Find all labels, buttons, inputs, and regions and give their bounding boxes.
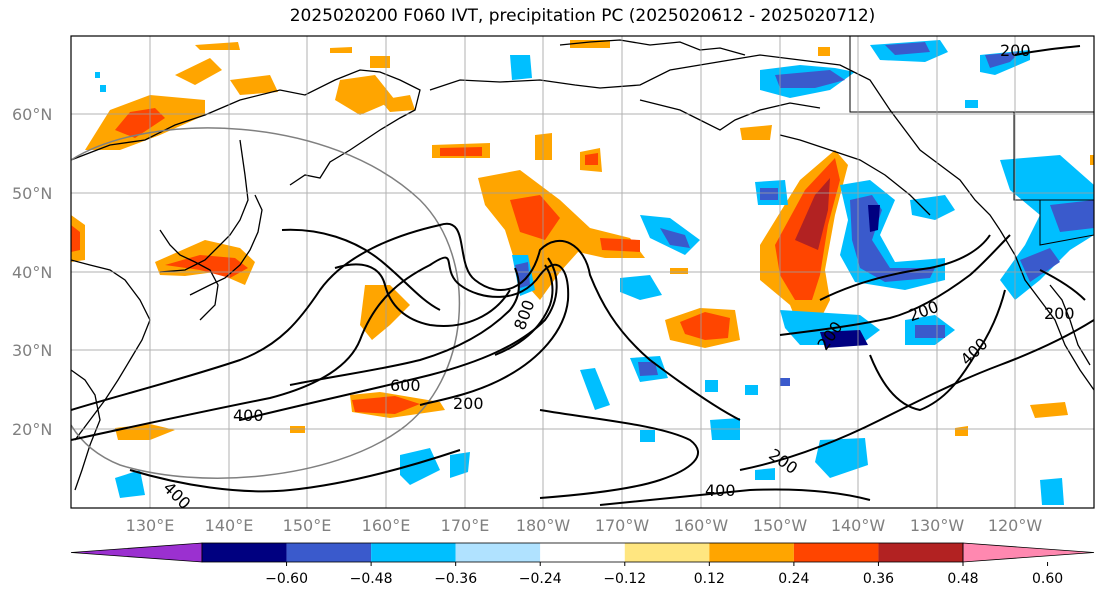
colorbar-bin: [202, 543, 287, 562]
borders: [849, 36, 1094, 246]
colorbar-extend-low: [70, 542, 203, 563]
contour-label: 400: [705, 481, 736, 500]
colorbar-tick-label: 0.48: [947, 571, 978, 587]
colorbar: −0.60 −0.48 −0.36 −0.24 −0.12 0.12 0.24 0.36 0.4…: [70, 542, 1095, 587]
colorbar-tick-label: 0.36: [863, 571, 894, 587]
lat-label: 20°N: [12, 420, 52, 439]
colorbar-tick-label: 0.24: [778, 571, 809, 587]
map-border: [70, 35, 1095, 509]
colorbar-bin: [709, 543, 794, 562]
colorbar-bin: [793, 543, 879, 562]
lon-label: 140°W: [831, 516, 886, 535]
colorbar-bin: [286, 543, 372, 562]
contour-label: 200: [453, 394, 484, 413]
lon-label: 130°W: [910, 516, 965, 535]
colorbar-tick-label: −0.24: [519, 571, 562, 587]
colorbar-tick-label: −0.12: [603, 571, 646, 587]
lon-label: 170°W: [595, 516, 650, 535]
lon-label: 160°E: [362, 516, 411, 535]
ivt-contours: [71, 45, 1094, 506]
lon-label: 180°W: [516, 516, 571, 535]
contour-label: 400: [233, 406, 264, 425]
colorbar-tick-label: −0.60: [265, 571, 308, 587]
lat-label: 50°N: [12, 184, 52, 203]
lon-labels: 130°E 140°E 150°E 160°E 170°E 180°W 170°…: [126, 516, 1043, 535]
lon-label: 130°E: [126, 516, 175, 535]
colorbar-bin: [878, 543, 963, 562]
lat-label: 60°N: [12, 105, 52, 124]
lon-label: 140°E: [205, 516, 254, 535]
colorbar-bin: [624, 543, 710, 562]
lon-label: 150°E: [283, 516, 332, 535]
gridlines: [71, 36, 1094, 508]
lon-label: 150°W: [753, 516, 808, 535]
colorbar-bin: [371, 543, 456, 562]
colorbar-bin: [455, 543, 541, 562]
contour-label: 600: [390, 376, 421, 395]
colorbar-tick-label: −0.48: [350, 571, 393, 587]
colorbar-tick-label: 0.60: [1032, 571, 1063, 587]
colorbar-extend-high: [962, 542, 1095, 563]
lon-label: 160°W: [674, 516, 729, 535]
lat-label: 30°N: [12, 341, 52, 360]
precip-shading: [71, 40, 1094, 505]
contour-label: 200: [1044, 304, 1075, 323]
colorbar-tick-label: 0.12: [694, 571, 725, 587]
lon-label: 120°W: [988, 516, 1043, 535]
lon-label: 170°E: [441, 516, 490, 535]
colorbar-tick-label: −0.36: [434, 571, 477, 587]
lat-label: 40°N: [12, 263, 52, 282]
domain-circle: [71, 127, 461, 479]
contour-label: 200: [1000, 41, 1031, 60]
colorbar-outline: [201, 542, 964, 563]
colorbar-bin: [540, 543, 625, 562]
map-title: 2025020200 F060 IVT, precipitation PC (2…: [289, 6, 876, 26]
coastlines: [71, 39, 1094, 491]
lat-labels: 60°N 50°N 40°N 30°N 20°N: [12, 105, 52, 439]
